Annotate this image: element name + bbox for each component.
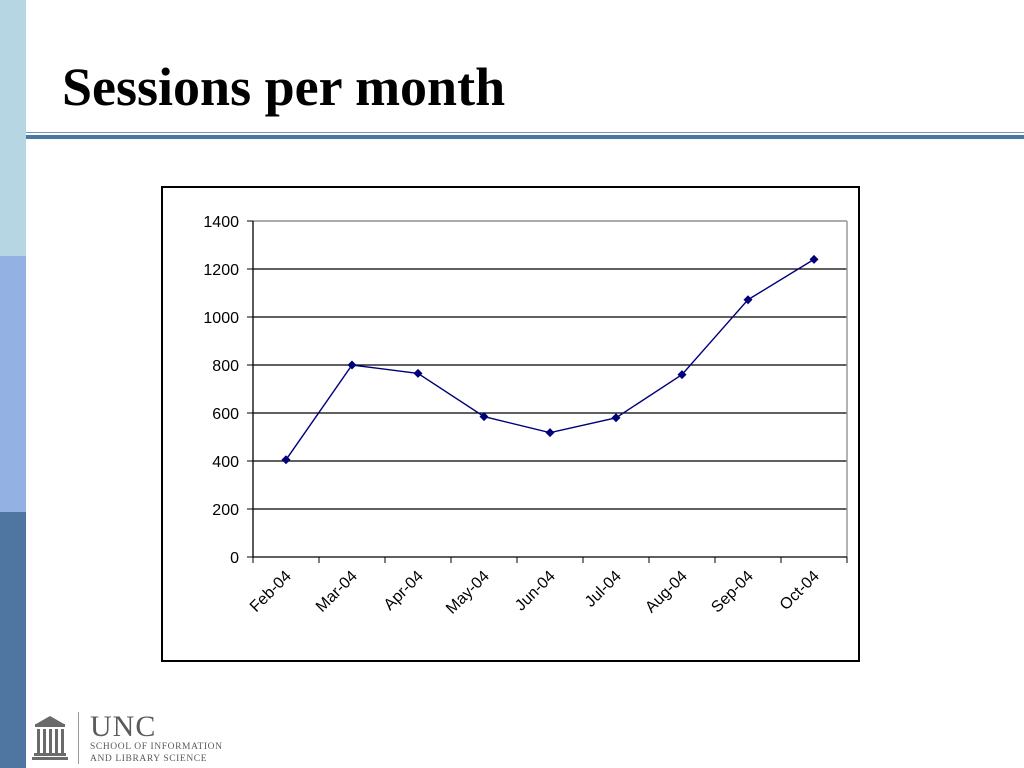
- x-tick-label: Mar-04: [313, 568, 361, 616]
- data-point-marker: [677, 370, 687, 380]
- chart-frame: 0 200 400 600 800 1000 1200 1400 Feb-04 Mar-04 Apr…: [161, 186, 860, 662]
- x-tick-label: Aug-04: [642, 568, 691, 617]
- data-point-marker: [413, 368, 423, 378]
- y-tick-label: 1000: [203, 310, 239, 327]
- side-bar-bottom: [0, 512, 26, 768]
- y-tick-label: 400: [212, 454, 239, 471]
- data-point-marker: [479, 412, 489, 422]
- x-tick-label: May-04: [443, 568, 493, 618]
- side-bar-top: [0, 0, 26, 256]
- y-tick-label: 200: [212, 502, 239, 519]
- sessions-line-chart: 0 200 400 600 800 1000 1200 1400 Feb-04 Mar-04 Apr…: [203, 214, 848, 618]
- y-tick-label: 1200: [203, 262, 239, 279]
- x-tick-label: Jun-04: [512, 568, 559, 615]
- data-point-marker: [611, 413, 621, 423]
- y-tick-label: 0: [230, 550, 239, 567]
- data-point-marker: [281, 455, 291, 465]
- data-point-marker: [545, 428, 555, 438]
- unc-building-icon: [32, 716, 68, 760]
- y-tick-label: 600: [212, 406, 239, 423]
- slide-title: Sessions per month: [62, 57, 506, 117]
- x-tick-label: Feb-04: [247, 568, 295, 616]
- data-point-marker: [809, 254, 819, 264]
- data-point-marker: [347, 360, 357, 370]
- title-rule-thick: [26, 135, 1024, 139]
- data-point-marker: [743, 295, 753, 305]
- x-tick-label: Oct-04: [777, 568, 823, 614]
- y-tick-label: 1400: [203, 214, 239, 231]
- side-bar-middle: [0, 256, 26, 512]
- title-rule-thin: [26, 132, 1024, 133]
- logo-subtitle-line2: AND LIBRARY SCIENCE: [90, 754, 208, 764]
- x-tick-label: Apr-04: [381, 568, 427, 614]
- logo-separator: [78, 712, 79, 764]
- logo-unc-text: UNC: [90, 710, 157, 743]
- x-tick-label: Jul-04: [582, 568, 625, 611]
- logo-subtitle-line1: SCHOOL OF INFORMATION: [90, 742, 223, 752]
- y-tick-label: 800: [212, 358, 239, 375]
- x-tick-label: Sep-04: [708, 568, 757, 617]
